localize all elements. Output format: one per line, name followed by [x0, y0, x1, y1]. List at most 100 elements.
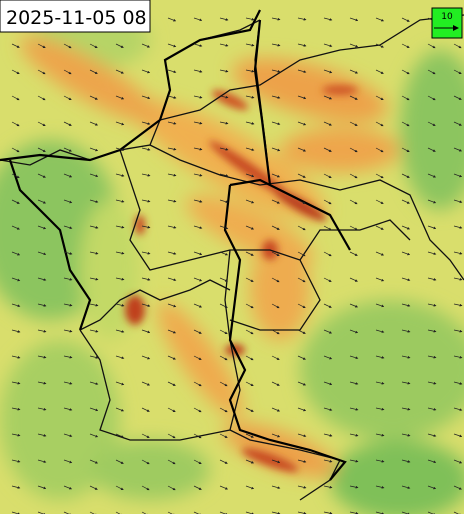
wind-arrow: [167, 407, 176, 413]
wind-arrow: [245, 17, 255, 21]
wind-arrow: [349, 121, 358, 126]
timestamp-box: [0, 0, 151, 33]
wind-arrow: [375, 43, 384, 48]
wind-arrow: [401, 173, 410, 178]
wind-arrow: [401, 199, 410, 204]
wind-arrow: [401, 407, 411, 411]
wind-arrow: [63, 69, 72, 75]
wind-arrow: [297, 121, 307, 126]
wind-arrow: [297, 69, 307, 73]
wind-arrow: [219, 433, 228, 438]
wind-arrow: [271, 459, 281, 464]
wind-arrow: [37, 485, 47, 490]
wind-arrow: [89, 251, 99, 255]
wind-arrow: [297, 459, 307, 463]
wind-arrow: [115, 251, 125, 255]
wind-arrow: [219, 173, 229, 177]
wind-arrow: [297, 17, 307, 21]
wind-arrow: [11, 303, 21, 308]
wind-arrow: [375, 433, 385, 437]
wind-arrow: [11, 459, 21, 463]
wind-arrow: [193, 199, 203, 203]
wind-arrow: [167, 381, 176, 386]
wind-arrow: [89, 381, 99, 385]
wind-arrow: [401, 433, 411, 437]
wind-arrow: [401, 355, 411, 359]
wind-arrow: [271, 95, 281, 99]
wind-arrow: [219, 43, 229, 47]
wind-arrow: [193, 173, 203, 177]
wind-arrow: [219, 303, 228, 308]
wind-arrow: [271, 355, 280, 360]
wind-arrow: [427, 381, 437, 385]
wind-arrow: [11, 43, 20, 48]
wind-arrow: [427, 147, 436, 152]
wind-arrow: [271, 199, 280, 204]
wind-arrow: [245, 225, 255, 230]
wind-arrow: [349, 485, 359, 489]
wind-arrow: [453, 69, 462, 75]
wind-arrow: [219, 511, 229, 514]
wind-arrow: [401, 69, 410, 75]
wind-arrow: [167, 329, 177, 334]
wind-arrow: [349, 381, 359, 385]
wind-arrow: [141, 147, 151, 151]
wind-arrow: [375, 225, 384, 230]
wind-arrow: [323, 43, 333, 48]
wind-arrow: [141, 121, 151, 125]
wind-arrow: [245, 69, 255, 73]
wind-arrow: [219, 199, 229, 204]
wind-arrow: [297, 407, 307, 412]
wind-arrow: [453, 121, 462, 126]
wind-arrow: [141, 199, 151, 203]
wind-arrow: [297, 381, 307, 386]
wind-arrow: [193, 329, 202, 334]
wind-arrow: [349, 17, 359, 22]
wind-arrow: [89, 407, 99, 412]
wind-arrow: [167, 199, 177, 203]
wind-arrow: [115, 381, 125, 386]
wind-arrow: [323, 511, 333, 514]
wind-arrow: [323, 173, 332, 179]
wind-arrow: [401, 459, 411, 463]
wind-arrow: [245, 355, 254, 361]
wind-arrow: [167, 43, 177, 48]
wind-arrow: [63, 225, 73, 230]
wind-arrow: [271, 43, 281, 47]
wind-arrow: [427, 303, 437, 307]
wind-arrow: [323, 329, 333, 334]
wind-arrow: [141, 355, 151, 360]
wind-arrow: [453, 251, 463, 255]
wind-arrow: [89, 95, 98, 100]
wind-arrow: [245, 459, 255, 464]
wind-arrow: [115, 147, 125, 152]
wind-arrow: [219, 407, 228, 413]
wind-arrow: [349, 355, 359, 360]
wind-arrow: [193, 147, 203, 151]
wind-arrow: [427, 251, 437, 255]
wind-arrow: [349, 459, 359, 463]
wind-arrow: [11, 251, 21, 256]
wind-arrow: [375, 17, 385, 22]
wind-arrow: [453, 485, 462, 490]
wind-arrow: [141, 303, 151, 307]
wind-arrow: [245, 433, 254, 438]
wind-arrow: [323, 381, 333, 386]
wind-arrow: [37, 251, 47, 256]
wind-arrow: [349, 277, 358, 282]
wind-arrow: [115, 43, 124, 48]
wind-arrow: [427, 199, 437, 204]
wind-arrow: [37, 173, 46, 178]
wind-arrow: [193, 251, 203, 256]
wind-arrow: [11, 147, 20, 153]
wind-arrow: [141, 95, 151, 100]
wind-arrow: [375, 69, 384, 74]
wind-arrow: [63, 173, 73, 178]
wind-arrow: [63, 199, 73, 204]
wind-arrow: [37, 381, 47, 385]
wind-arrow: [37, 459, 47, 463]
wind-arrow: [375, 95, 384, 101]
wind-arrow: [401, 121, 410, 127]
wind-arrow: [193, 121, 203, 125]
wind-arrow: [219, 17, 229, 21]
